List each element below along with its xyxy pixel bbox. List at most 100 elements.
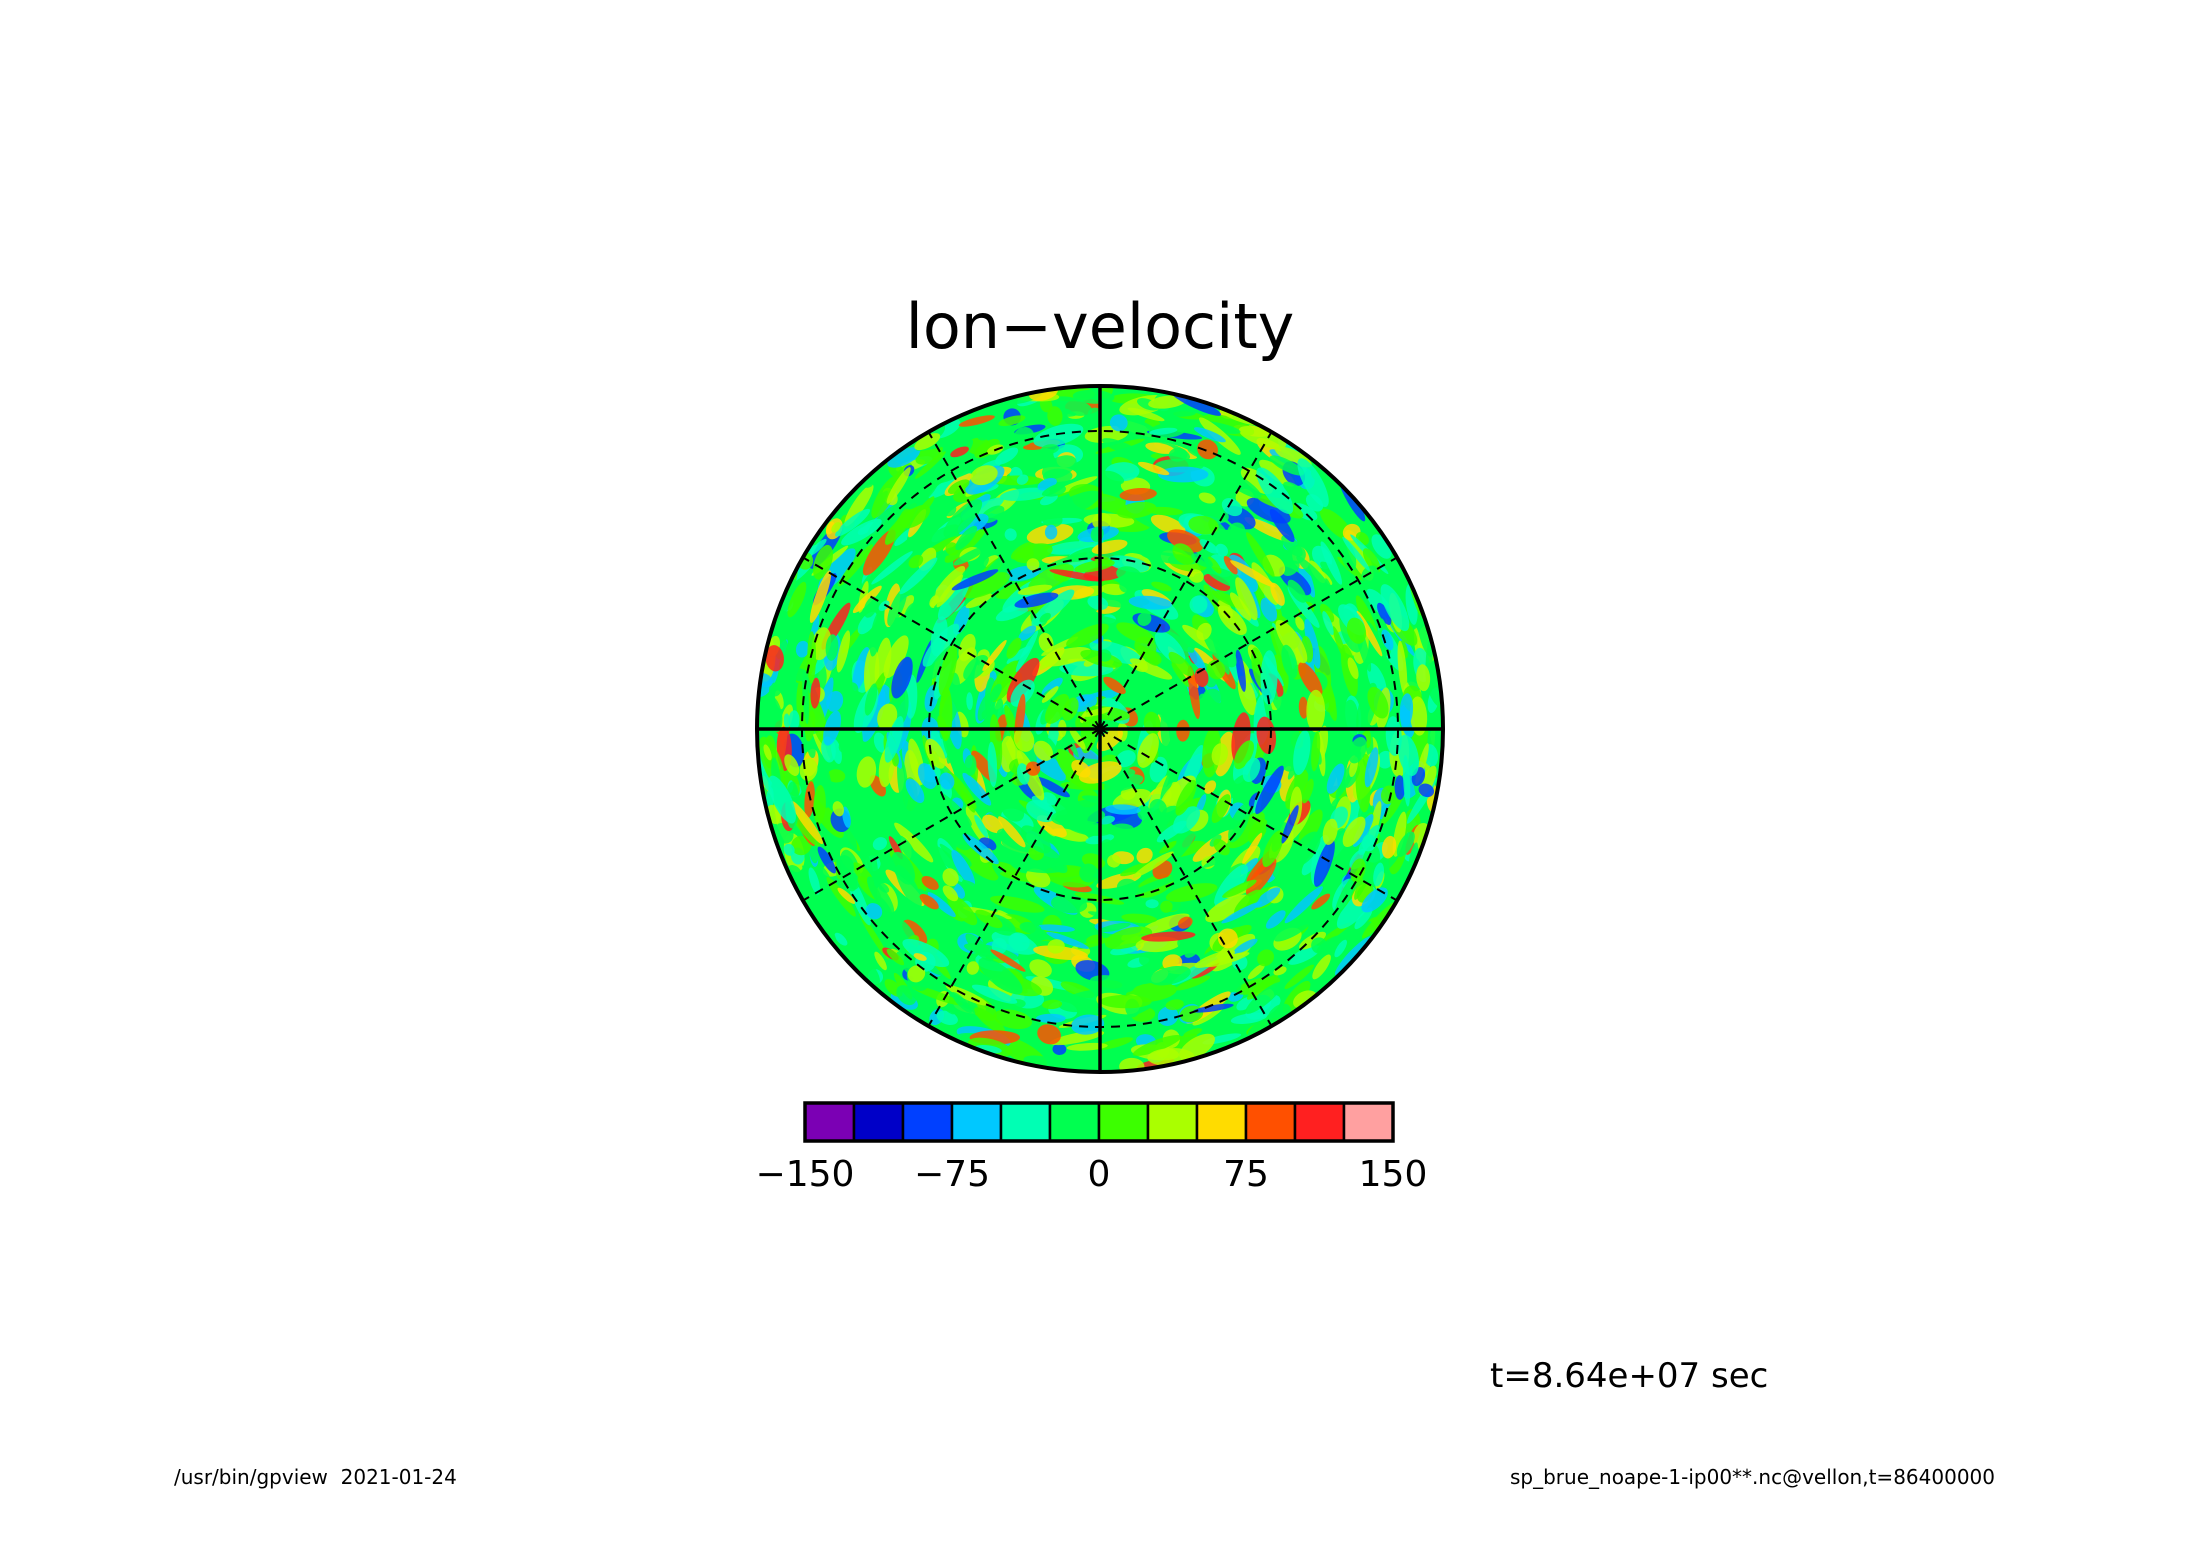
field-patch — [1313, 839, 1335, 887]
field-patch — [1071, 760, 1091, 778]
field-patch — [1149, 756, 1168, 783]
field-patch — [1039, 612, 1051, 623]
field-patch — [863, 596, 878, 618]
field-patch — [1099, 922, 1131, 933]
field-patch — [970, 465, 998, 486]
field-patch — [1416, 664, 1431, 692]
field-patch — [883, 635, 909, 679]
field-patch — [1230, 1012, 1268, 1025]
field-patch — [914, 451, 946, 479]
field-patch — [1159, 829, 1197, 871]
field-patch — [1008, 932, 1030, 952]
field-patch — [1306, 689, 1326, 733]
field-patch — [1160, 900, 1173, 913]
field-patch — [1377, 750, 1394, 769]
field-patch — [1378, 814, 1396, 846]
field-patch — [1010, 679, 1035, 707]
field-patch — [1165, 883, 1218, 902]
field-patch — [960, 556, 989, 583]
field-patch — [1199, 539, 1219, 554]
field-patch — [1381, 793, 1404, 826]
field-patch — [866, 503, 904, 541]
colorbar-tick-label: 0 — [1088, 1154, 1111, 1195]
field-patch — [787, 581, 807, 618]
footer-right-label: sp_brue_noape-1-ip00**.nc@vellon,t=86400… — [1510, 1465, 1995, 1489]
field-patch — [1140, 913, 1190, 935]
field-patch — [1381, 835, 1397, 859]
field-patch — [995, 447, 1019, 465]
field-patch — [1235, 577, 1258, 621]
field-patch — [841, 518, 882, 546]
field-patch — [852, 585, 882, 614]
field-patch — [1194, 950, 1236, 968]
field-patch — [825, 634, 839, 661]
field-patch — [943, 499, 983, 538]
field-patch — [1361, 565, 1379, 584]
field-patch — [953, 546, 987, 566]
colorbar-tick-label: 150 — [1359, 1154, 1428, 1195]
field-patch — [1213, 838, 1230, 856]
field-patch — [1156, 820, 1187, 843]
field-patch — [919, 894, 939, 910]
field-patch — [1298, 696, 1309, 719]
field-patch — [942, 885, 959, 902]
field-patch — [1284, 886, 1323, 924]
field-patch — [1291, 831, 1321, 867]
field-patch — [1230, 560, 1276, 588]
field-patch — [1221, 901, 1263, 924]
field-patch — [911, 985, 963, 1006]
field-patch — [1079, 863, 1099, 883]
disk-outline — [755, 384, 1445, 1074]
field-patch — [1037, 924, 1075, 932]
field-patch — [1120, 861, 1154, 877]
field-patch — [1069, 726, 1086, 750]
field-patch — [927, 892, 956, 918]
field-patch — [1215, 543, 1228, 557]
field-patch — [831, 522, 841, 533]
field-patch — [1137, 805, 1153, 821]
field-patch — [1191, 553, 1213, 568]
field-patch — [1265, 910, 1286, 929]
field-patch — [950, 446, 969, 458]
field-patch — [1109, 823, 1134, 835]
colorbar-tick-label: 75 — [1223, 1154, 1269, 1195]
field-patch — [818, 865, 841, 916]
field-patch — [991, 937, 1007, 955]
field-patch — [808, 867, 821, 895]
field-patch — [1197, 439, 1219, 460]
field-patch — [809, 570, 832, 623]
field-patch — [1311, 893, 1331, 910]
field-patch — [987, 741, 998, 788]
field-patch — [887, 588, 907, 627]
field-patch — [856, 756, 877, 788]
field-patch — [946, 819, 973, 851]
field-patch — [1052, 1043, 1067, 1056]
field-patch — [1367, 686, 1389, 719]
field-patch — [1119, 579, 1137, 593]
field-patch — [1041, 455, 1077, 480]
field-patch — [1116, 750, 1136, 768]
field-patch — [945, 542, 959, 556]
field-patch — [1172, 543, 1195, 565]
field-patch — [951, 569, 999, 591]
field-patch — [837, 887, 856, 904]
field-patch — [907, 965, 926, 983]
field-patch — [1038, 632, 1054, 653]
field-patch — [1000, 487, 1050, 501]
field-patch — [1320, 541, 1343, 585]
field-patch — [1177, 916, 1193, 929]
field-patch — [1192, 1003, 1234, 1013]
field-patch — [1255, 765, 1284, 815]
field-patch — [1297, 458, 1329, 508]
colorbar-segment — [1195, 1101, 1248, 1143]
field-patch — [1165, 999, 1184, 1011]
field-patch — [1193, 427, 1226, 443]
field-patch — [1301, 778, 1314, 804]
field-patch — [1017, 584, 1053, 595]
field-patch — [790, 668, 809, 682]
field-patch — [1145, 442, 1175, 454]
field-patch — [1082, 706, 1115, 717]
field-patch — [1361, 901, 1397, 939]
field-patch — [1029, 959, 1052, 978]
field-patch — [866, 876, 895, 915]
